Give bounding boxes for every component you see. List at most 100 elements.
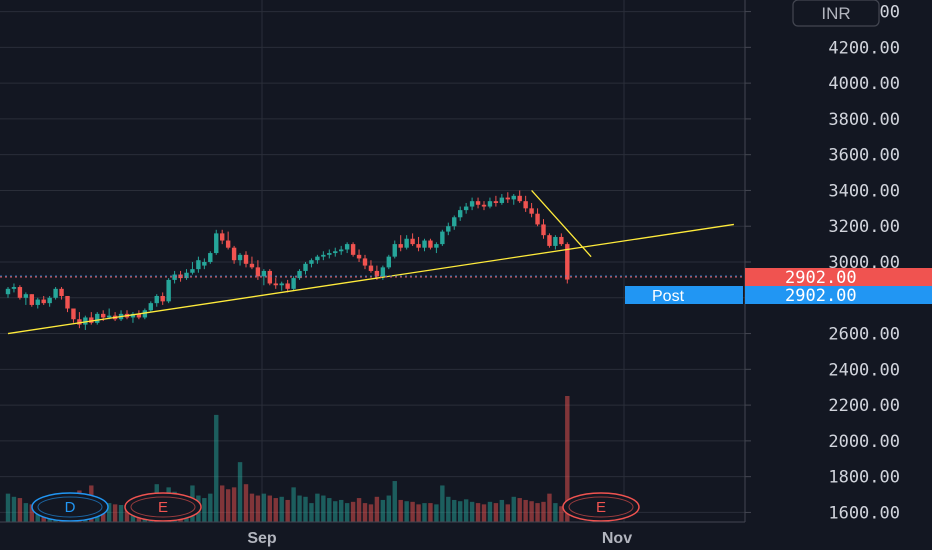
- volume-bar: [303, 496, 308, 522]
- volume-bar: [237, 462, 243, 522]
- volume-bar: [458, 501, 463, 522]
- price-tick-label: 3800.00: [828, 110, 900, 130]
- last-price-label: 2902.00: [785, 268, 857, 288]
- volume-bar: [327, 498, 332, 522]
- price-tick-label: 1600.00: [828, 503, 900, 523]
- candle-body: [517, 195, 522, 202]
- post-price-tag: Post 2902.00: [625, 286, 932, 306]
- time-tick-label: Sep: [247, 530, 277, 547]
- price-tick-label: 4200.00: [828, 38, 900, 58]
- volume-bar: [106, 503, 112, 522]
- candle-body: [17, 287, 23, 298]
- candle-body: [279, 283, 284, 286]
- volume-bar: [261, 493, 267, 522]
- price-tick-label: 3400.00: [828, 181, 900, 201]
- volume-bar: [118, 504, 124, 522]
- candle-body: [559, 236, 564, 245]
- volume-bar: [255, 495, 261, 522]
- volume-bar: [23, 503, 29, 522]
- candle-body: [499, 197, 505, 203]
- candle-body: [350, 244, 356, 255]
- volume-bar: [452, 499, 457, 522]
- candle-body: [487, 201, 493, 207]
- candle-body: [339, 249, 344, 252]
- event-badge-d[interactable]: D: [31, 492, 109, 522]
- candle-body: [208, 253, 213, 262]
- volume-bar: [565, 396, 570, 522]
- volume-bar: [309, 503, 314, 522]
- volume-bar: [214, 414, 219, 522]
- candle-body: [106, 315, 112, 318]
- volume-bar: [404, 501, 409, 522]
- volume-bar: [398, 499, 403, 522]
- candle-body: [356, 254, 362, 259]
- currency-button[interactable]: INR: [792, 0, 880, 27]
- volume-bar: [386, 495, 391, 522]
- trendline-resistance[interactable]: [531, 190, 592, 258]
- candle-body: [130, 313, 136, 318]
- volume-bar: [469, 501, 475, 522]
- candle-body: [184, 272, 189, 279]
- event-badge-e[interactable]: E: [124, 492, 202, 522]
- candle-body: [23, 294, 29, 298]
- price-tick-label: 3600.00: [828, 146, 900, 166]
- candle-body: [267, 270, 272, 284]
- volume-bar: [553, 503, 558, 522]
- volume-bar: [273, 498, 278, 522]
- grid-lines: [0, 0, 745, 522]
- volume-bar: [220, 485, 225, 522]
- volume-bar: [285, 499, 290, 522]
- candle-body: [35, 299, 40, 305]
- volume-bar: [231, 487, 237, 522]
- volume-bar: [267, 495, 272, 522]
- volume-bar: [368, 504, 374, 522]
- volume-bar: [374, 496, 380, 522]
- candle-body: [309, 260, 314, 264]
- candle-body: [362, 258, 368, 266]
- candle-body: [95, 313, 100, 323]
- candle-body: [333, 251, 338, 254]
- candle-body: [511, 195, 516, 200]
- candle-body: [529, 208, 534, 214]
- event-badge-label: D: [65, 499, 76, 516]
- candle-body: [190, 269, 195, 273]
- candle-body: [452, 217, 457, 227]
- volume-bar: [541, 501, 546, 522]
- price-tick-label: 2200.00: [828, 396, 900, 416]
- candle-body: [220, 233, 225, 241]
- candle-body: [386, 256, 391, 268]
- volume-bar: [29, 504, 34, 522]
- price-tick-label: 2400.00: [828, 360, 900, 380]
- volume-bar: [243, 484, 249, 522]
- volume-bar: [463, 499, 469, 522]
- candle-body: [172, 274, 177, 280]
- candle-body: [231, 247, 237, 261]
- trendlines[interactable]: [7, 190, 734, 335]
- volume-bar: [202, 498, 207, 522]
- candle-body: [505, 197, 510, 200]
- candle-body: [214, 233, 219, 254]
- candle-body: [297, 270, 302, 279]
- trendline-support[interactable]: [7, 223, 734, 335]
- volume-bar: [475, 503, 481, 522]
- candle-body: [160, 295, 165, 302]
- volume-bar: [124, 506, 130, 522]
- volume-bar: [356, 498, 362, 522]
- time-axis[interactable]: Sep Nov: [247, 530, 632, 547]
- volume-bar: [559, 506, 564, 522]
- candle-body: [273, 283, 278, 286]
- candle-body: [77, 319, 82, 325]
- volume-bar: [392, 481, 397, 522]
- candle-body: [202, 262, 207, 266]
- event-badge-e[interactable]: E: [562, 492, 640, 522]
- candle-body: [101, 313, 106, 318]
- volume-bar: [112, 504, 118, 522]
- candle-body: [440, 231, 445, 245]
- volume-bar: [249, 493, 255, 522]
- volume-bar: [333, 501, 338, 522]
- candle-body: [255, 267, 261, 277]
- candle-body: [83, 317, 88, 325]
- volume-bar: [523, 499, 528, 522]
